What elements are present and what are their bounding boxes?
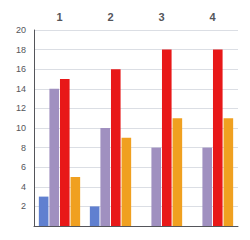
- svg-text:3: 3: [158, 11, 164, 23]
- svg-text:10: 10: [16, 123, 26, 133]
- svg-text:18: 18: [16, 45, 26, 55]
- svg-text:8: 8: [21, 143, 26, 153]
- svg-text:4: 4: [209, 11, 216, 23]
- svg-text:14: 14: [16, 84, 26, 94]
- svg-text:20: 20: [16, 25, 26, 35]
- svg-text:1: 1: [56, 11, 62, 23]
- svg-text:2: 2: [107, 11, 113, 23]
- svg-text:2: 2: [21, 201, 26, 211]
- svg-text:12: 12: [16, 103, 26, 113]
- svg-text:4: 4: [21, 182, 26, 192]
- svg-text:6: 6: [21, 162, 26, 172]
- svg-text:16: 16: [16, 64, 26, 74]
